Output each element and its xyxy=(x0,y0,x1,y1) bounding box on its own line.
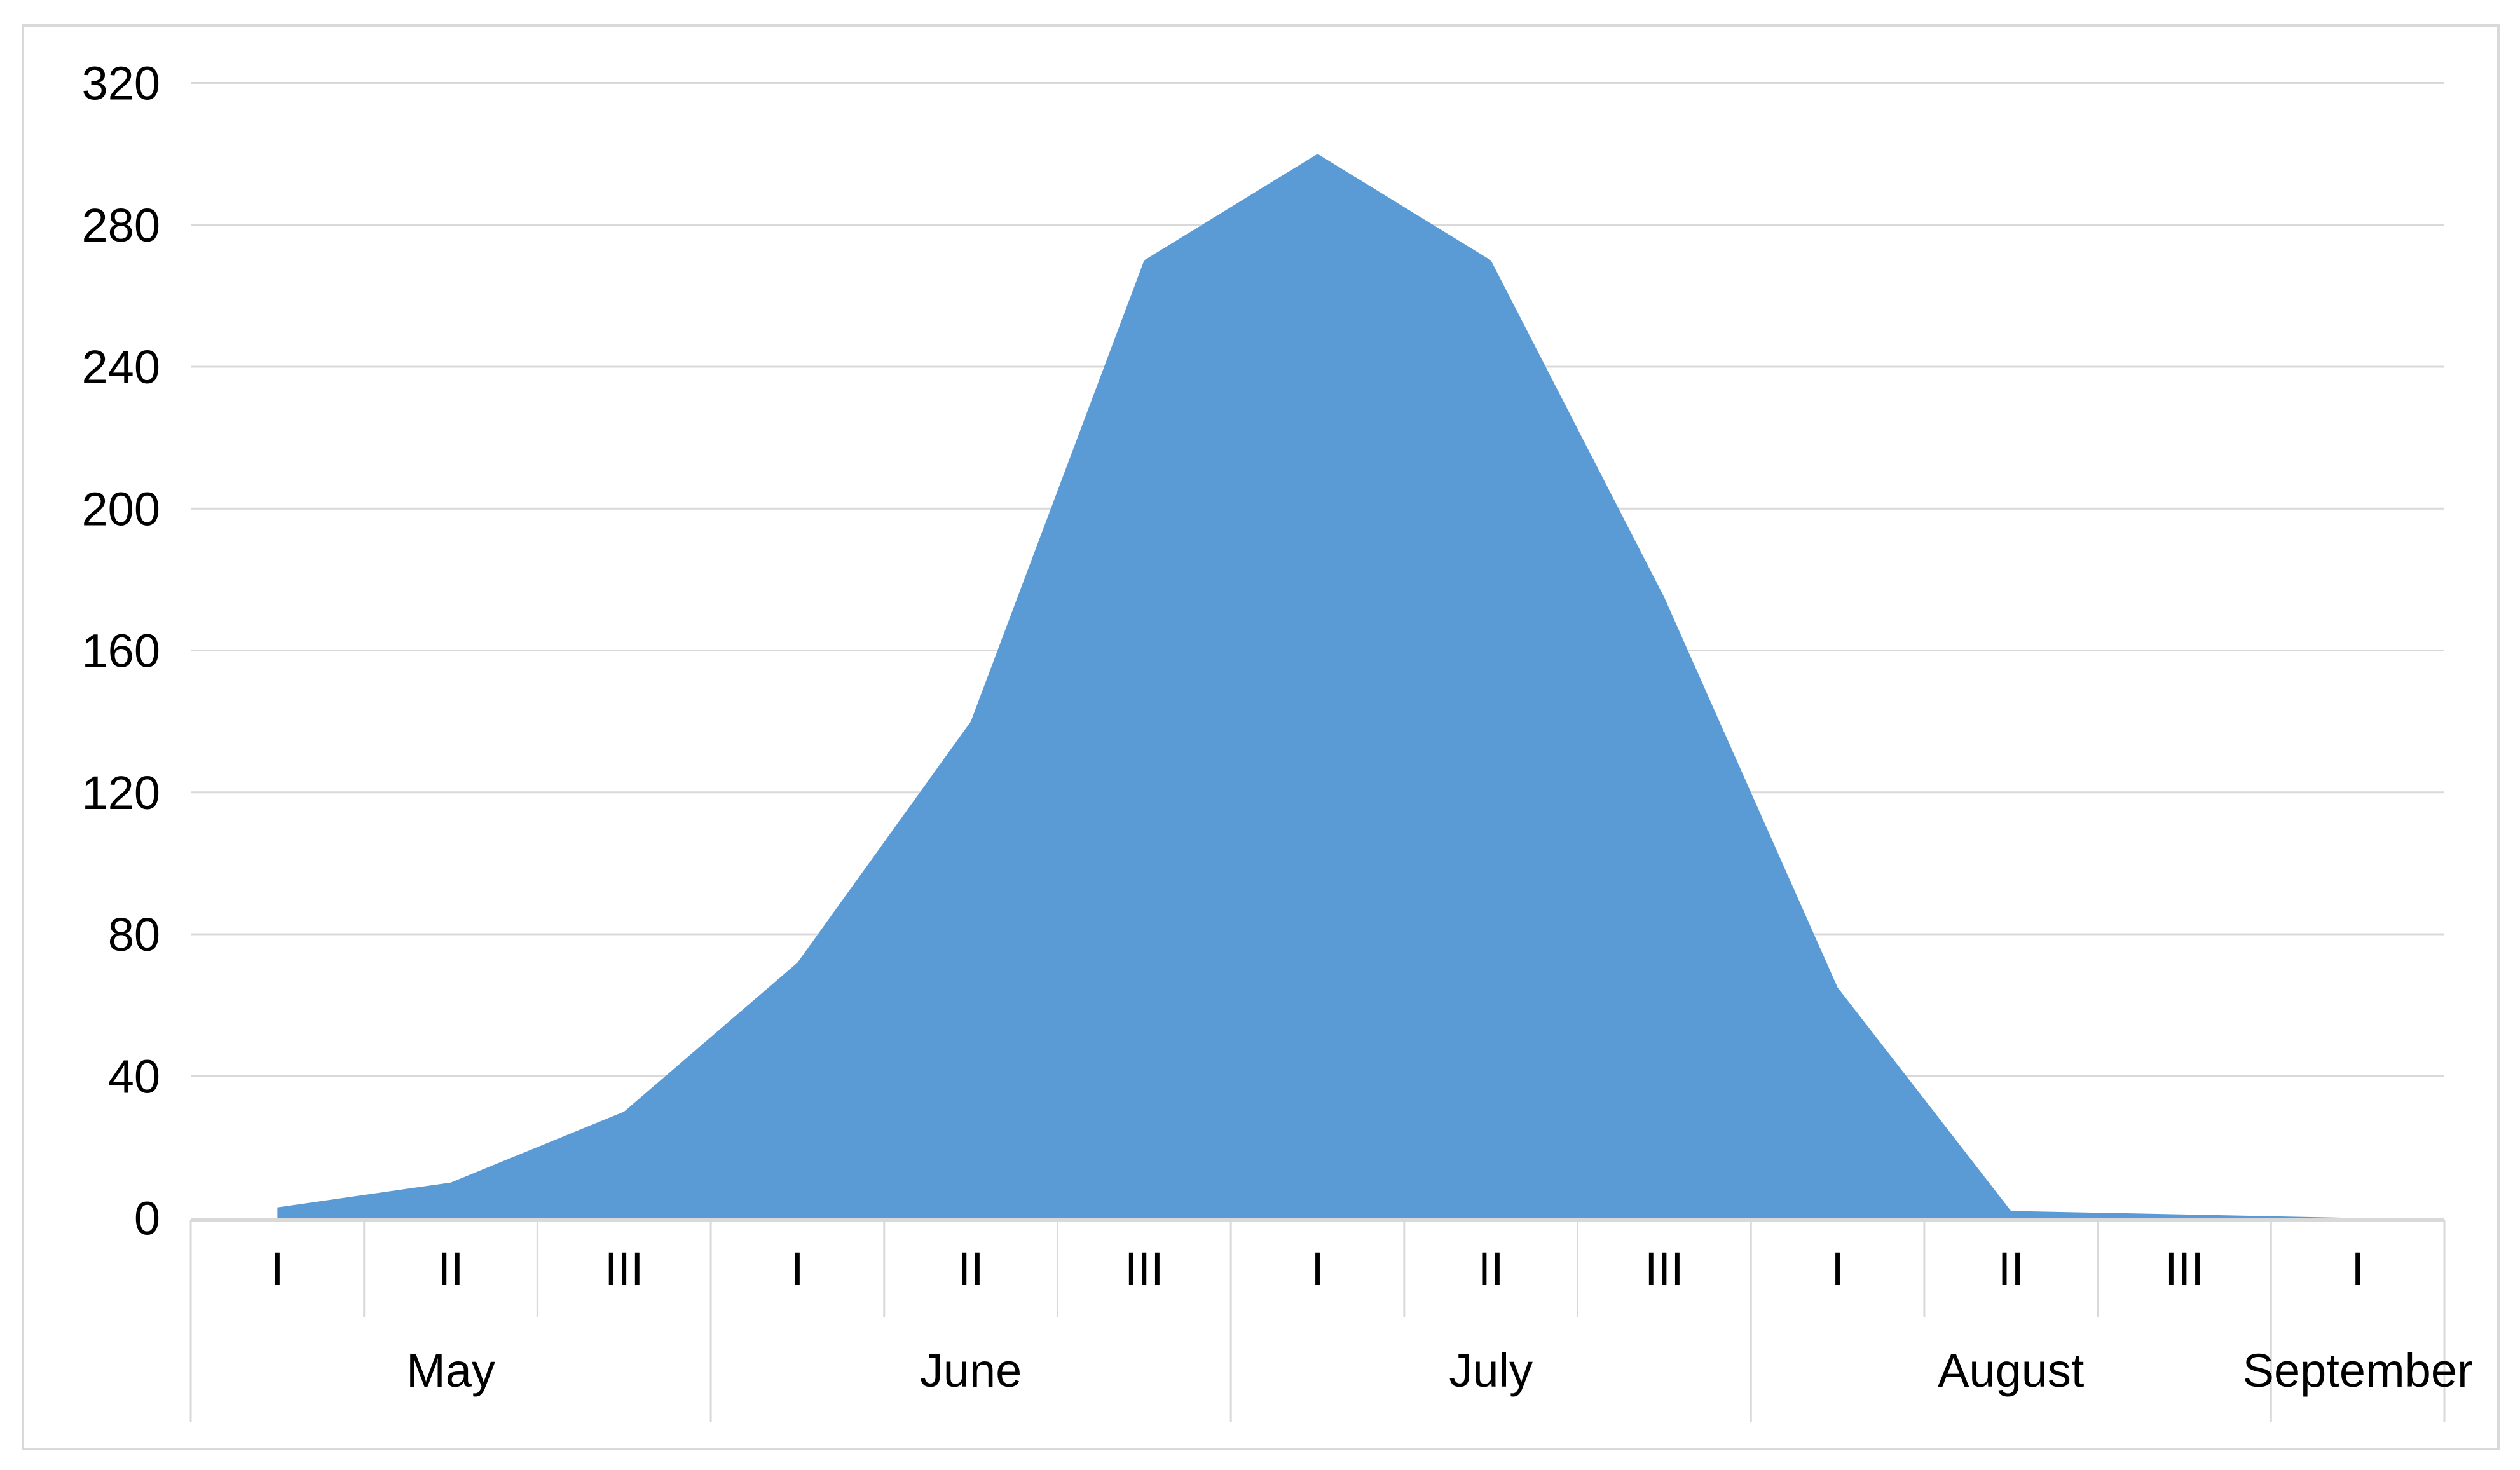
y-tick-label-240: 240 xyxy=(82,341,160,393)
decade-label-9: I xyxy=(1831,1242,1844,1295)
decade-label-1: II xyxy=(437,1242,463,1295)
month-label-august: August xyxy=(1938,1344,2085,1397)
decade-label-3: I xyxy=(791,1242,804,1295)
decade-label-6: I xyxy=(1311,1242,1324,1295)
y-tick-label-120: 120 xyxy=(82,766,160,819)
y-tick-label-200: 200 xyxy=(82,482,160,535)
y-tick-label-40: 40 xyxy=(108,1050,160,1103)
y-tick-label-280: 280 xyxy=(82,199,160,252)
decade-label-5: III xyxy=(1125,1242,1164,1295)
month-label-july: July xyxy=(1449,1344,1533,1397)
area-series xyxy=(277,154,2358,1218)
decade-label-4: II xyxy=(958,1242,984,1295)
decade-label-12: I xyxy=(2351,1242,2364,1295)
month-label-june: June xyxy=(920,1344,1022,1397)
y-tick-label-0: 0 xyxy=(134,1192,160,1245)
y-tick-label-320: 320 xyxy=(82,57,160,110)
decade-label-8: III xyxy=(1645,1242,1684,1295)
y-tick-label-160: 160 xyxy=(82,625,160,677)
decade-label-10: II xyxy=(1998,1242,2024,1295)
month-label-september: September xyxy=(2243,1344,2473,1397)
decade-label-2: III xyxy=(605,1242,644,1295)
decade-label-11: III xyxy=(2165,1242,2204,1295)
decade-label-0: I xyxy=(271,1242,284,1295)
month-label-may: May xyxy=(406,1344,495,1397)
y-tick-label-80: 80 xyxy=(108,908,160,961)
decade-label-7: II xyxy=(1478,1242,1504,1295)
